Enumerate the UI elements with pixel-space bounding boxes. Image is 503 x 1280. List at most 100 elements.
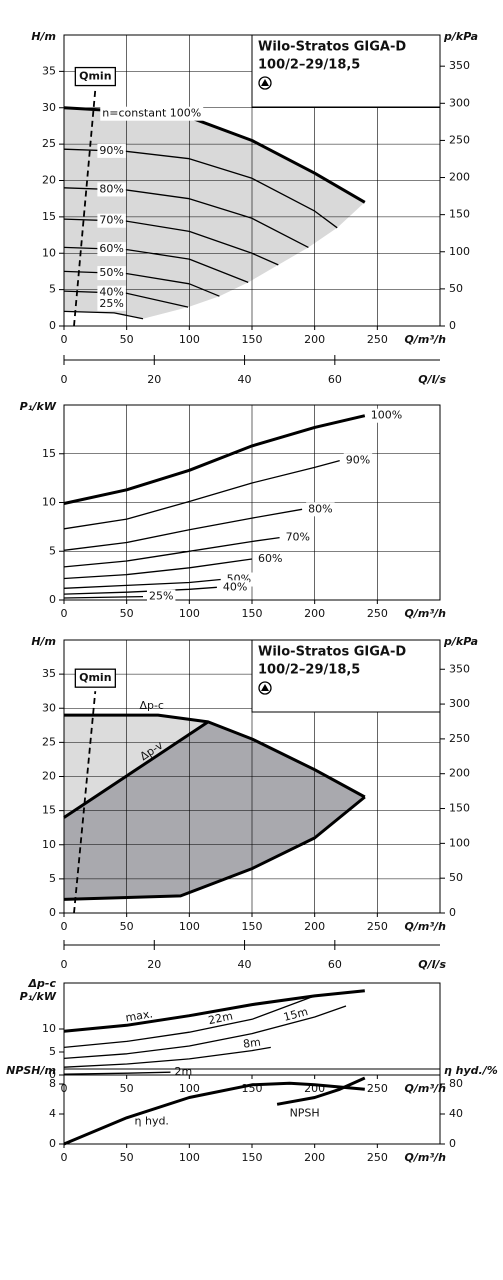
y2-tick-label: 150 xyxy=(449,208,470,221)
y-tick-label: 15 xyxy=(42,210,56,223)
y-axis-label: P₁/kW xyxy=(20,400,57,413)
plot-frame xyxy=(63,982,441,1076)
curve xyxy=(63,459,340,530)
qmin-label: Qmin xyxy=(79,671,111,684)
subtitle: 100/2–29/18,5 xyxy=(258,58,360,73)
curve xyxy=(63,1071,171,1075)
curve-label: 2m xyxy=(175,1065,193,1078)
y2-tick-label: 150 xyxy=(449,802,470,815)
y2-tick-label: 0 xyxy=(449,1137,456,1150)
y2-axis-label: η hyd./% xyxy=(444,1064,498,1077)
curve xyxy=(63,578,221,589)
curve-label: Δp-c xyxy=(139,699,164,712)
x-tick-label: 20 xyxy=(147,958,161,971)
curve-label: 90% xyxy=(346,454,370,467)
curve xyxy=(63,310,144,320)
curve-label: max. xyxy=(125,1007,154,1024)
y-tick-label: 25 xyxy=(42,735,56,748)
curve-label: 60% xyxy=(99,242,123,255)
x-tick-label: 150 xyxy=(242,333,263,346)
x-tick-label: 250 xyxy=(367,607,388,620)
y-tick-label: 5 xyxy=(49,283,56,296)
x-tick-label: 100 xyxy=(179,1082,200,1095)
x-tick-label: 200 xyxy=(304,920,325,933)
curve-label: 15m xyxy=(282,1005,309,1024)
curve xyxy=(63,720,209,819)
x-tick-label: 40 xyxy=(238,373,252,386)
y-axis-label: NPSH/m xyxy=(6,1064,56,1077)
x-tick-label: 0 xyxy=(61,373,68,386)
curve-label: 80% xyxy=(99,182,123,195)
x-tick-label: 150 xyxy=(242,607,263,620)
y2-tick-label: 100 xyxy=(449,245,470,258)
pump-icon xyxy=(261,684,269,691)
qmin-label: Qmin xyxy=(79,70,111,83)
y2-tick-label: 50 xyxy=(449,871,463,884)
title-box xyxy=(251,639,441,713)
x-axis-label: Q/m³/h xyxy=(405,1082,447,1095)
y-tick-label: 15 xyxy=(42,804,56,817)
x-axis-label: Q/m³/h xyxy=(405,333,447,346)
y-tick-label: 5 xyxy=(49,1045,56,1058)
curve xyxy=(63,1046,271,1068)
label-bg xyxy=(97,182,126,197)
x-tick-label: 150 xyxy=(242,920,263,933)
mode-label: Δp-c xyxy=(28,977,57,990)
y-tick-label: 35 xyxy=(42,667,56,680)
curve-label: 40% xyxy=(99,286,123,299)
label-bg xyxy=(256,552,285,567)
y-tick-label: 25 xyxy=(42,137,56,150)
label-bg xyxy=(343,453,373,468)
y2-tick-label: 0 xyxy=(449,906,456,919)
y-tick-label: 30 xyxy=(42,701,56,714)
y2-tick-label: 250 xyxy=(449,732,470,745)
y2-tick-label: 350 xyxy=(449,59,470,72)
curve xyxy=(63,558,253,580)
label-bg xyxy=(368,408,405,423)
y2-tick-label: 250 xyxy=(449,133,470,146)
x-tick-label: 20 xyxy=(147,373,161,386)
y-tick-label: 10 xyxy=(42,838,56,851)
y2-tick-label: 300 xyxy=(449,697,470,710)
x-tick-label: 50 xyxy=(120,1082,134,1095)
y-tick-label: 0 xyxy=(49,319,56,332)
x-tick-label: 100 xyxy=(179,607,200,620)
x-tick-label: 200 xyxy=(304,1151,325,1164)
curve-label: 8m xyxy=(242,1036,261,1051)
y-tick-label: 4 xyxy=(49,1107,56,1120)
curve-label: n=constant 100% xyxy=(102,107,201,120)
y-tick-label: 30 xyxy=(42,101,56,114)
y-tick-label: 20 xyxy=(42,174,56,187)
x-axis-label: Q/m³/h xyxy=(405,607,447,620)
title-box xyxy=(251,34,441,108)
curve-label: 70% xyxy=(286,531,310,544)
x-tick-label: 100 xyxy=(179,920,200,933)
curve xyxy=(63,508,303,551)
y-tick-label: 10 xyxy=(42,1022,56,1035)
curve-label: 60% xyxy=(258,552,282,565)
plot-frame xyxy=(63,1068,441,1145)
label-bg xyxy=(97,296,126,311)
label-bg xyxy=(283,530,313,545)
curve xyxy=(63,270,220,297)
curve xyxy=(64,713,366,799)
y2-tick-label: 200 xyxy=(449,767,470,780)
y-tick-label: 0 xyxy=(49,1137,56,1150)
y-tick-label: 10 xyxy=(42,246,56,259)
y2-tick-label: 300 xyxy=(449,96,470,109)
x-tick-label: 100 xyxy=(179,333,200,346)
x-tick-label: 40 xyxy=(238,958,252,971)
label-bg xyxy=(220,580,250,595)
pump-icon xyxy=(261,79,269,86)
title: Wilo-Stratos GIGA-D xyxy=(258,645,406,660)
label-bg xyxy=(97,213,126,228)
qmin-box xyxy=(74,66,116,87)
curve xyxy=(63,989,365,1033)
curve-label: 22m xyxy=(207,1009,234,1027)
x-tick-label: 100 xyxy=(179,1151,200,1164)
x-tick-label: 250 xyxy=(367,1082,388,1095)
curve-label: 100% xyxy=(371,409,402,422)
y-tick-label: 5 xyxy=(49,544,56,557)
y-axis-label: P₁/kW xyxy=(20,990,57,1003)
